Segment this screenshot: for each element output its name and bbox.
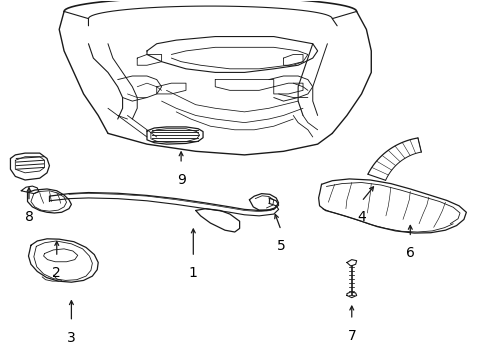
Text: 9: 9 [176, 173, 185, 187]
Text: 7: 7 [346, 329, 355, 343]
Text: 8: 8 [24, 211, 33, 225]
Text: 6: 6 [405, 246, 414, 260]
Text: 4: 4 [356, 211, 365, 225]
Text: 1: 1 [188, 266, 197, 280]
Text: 5: 5 [276, 239, 285, 253]
Text: 3: 3 [67, 330, 76, 345]
Text: 2: 2 [52, 266, 61, 280]
